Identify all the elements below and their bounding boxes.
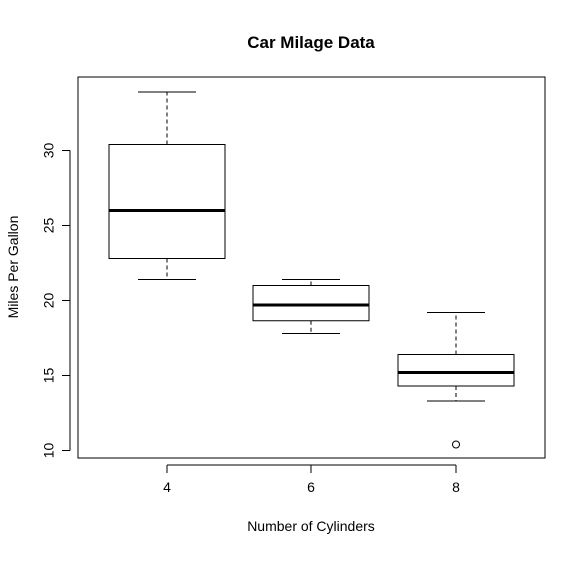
y-tick-label: 25 — [41, 218, 57, 234]
y-tick-label: 20 — [41, 293, 57, 309]
plot-layer: 10 15 20 25 30 4 6 8 — [41, 91, 515, 495]
outlier-point — [452, 440, 460, 449]
x-axis-label: Number of Cylinders — [247, 518, 375, 534]
x-tick-label: 8 — [452, 479, 460, 495]
box-iqr — [252, 285, 370, 322]
box-iqr — [397, 354, 515, 387]
x-tick-label: 6 — [307, 479, 315, 495]
x-tick-label: 4 — [163, 479, 171, 495]
y-tick-label: 10 — [41, 443, 57, 459]
y-tick-label: 30 — [41, 143, 57, 159]
y-tick-label: 15 — [41, 368, 57, 384]
plot-area-frame — [77, 76, 546, 459]
y-axis-label: Miles Per Gallon — [5, 216, 21, 319]
chart-title: Car Milage Data — [247, 33, 375, 52]
box-iqr — [108, 144, 226, 259]
